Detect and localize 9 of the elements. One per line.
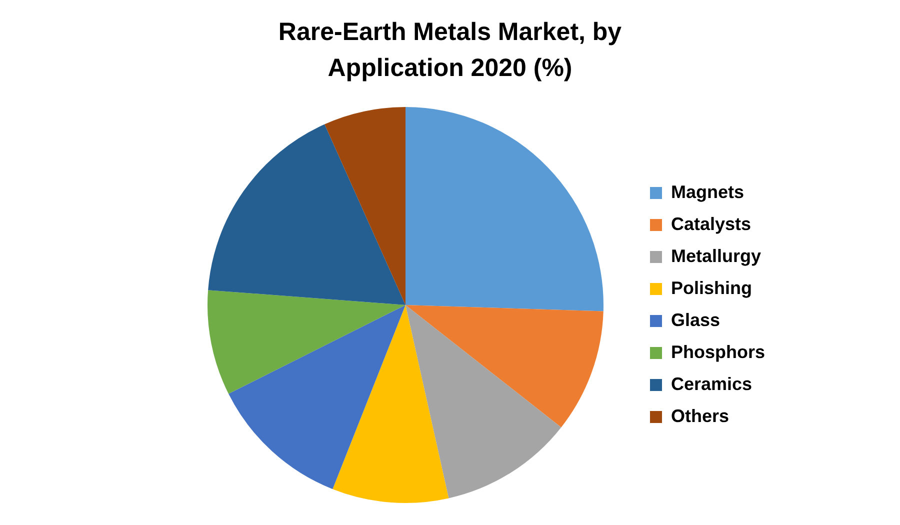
- legend-label: Glass: [670, 310, 720, 330]
- legend-label: Phosphors: [670, 342, 766, 362]
- legend-label: Ceramics: [670, 374, 752, 394]
- legend-label: Others: [670, 406, 730, 426]
- legend-label: Metallurgy: [670, 246, 762, 266]
- legend-label: Polishing: [670, 278, 752, 298]
- legend-label: Catalysts: [670, 214, 752, 234]
- legend-label: Magnets: [670, 182, 744, 202]
- chart-title: Rare-Earth Metals Market, by Application 2020 (%): [277, 17, 623, 84]
